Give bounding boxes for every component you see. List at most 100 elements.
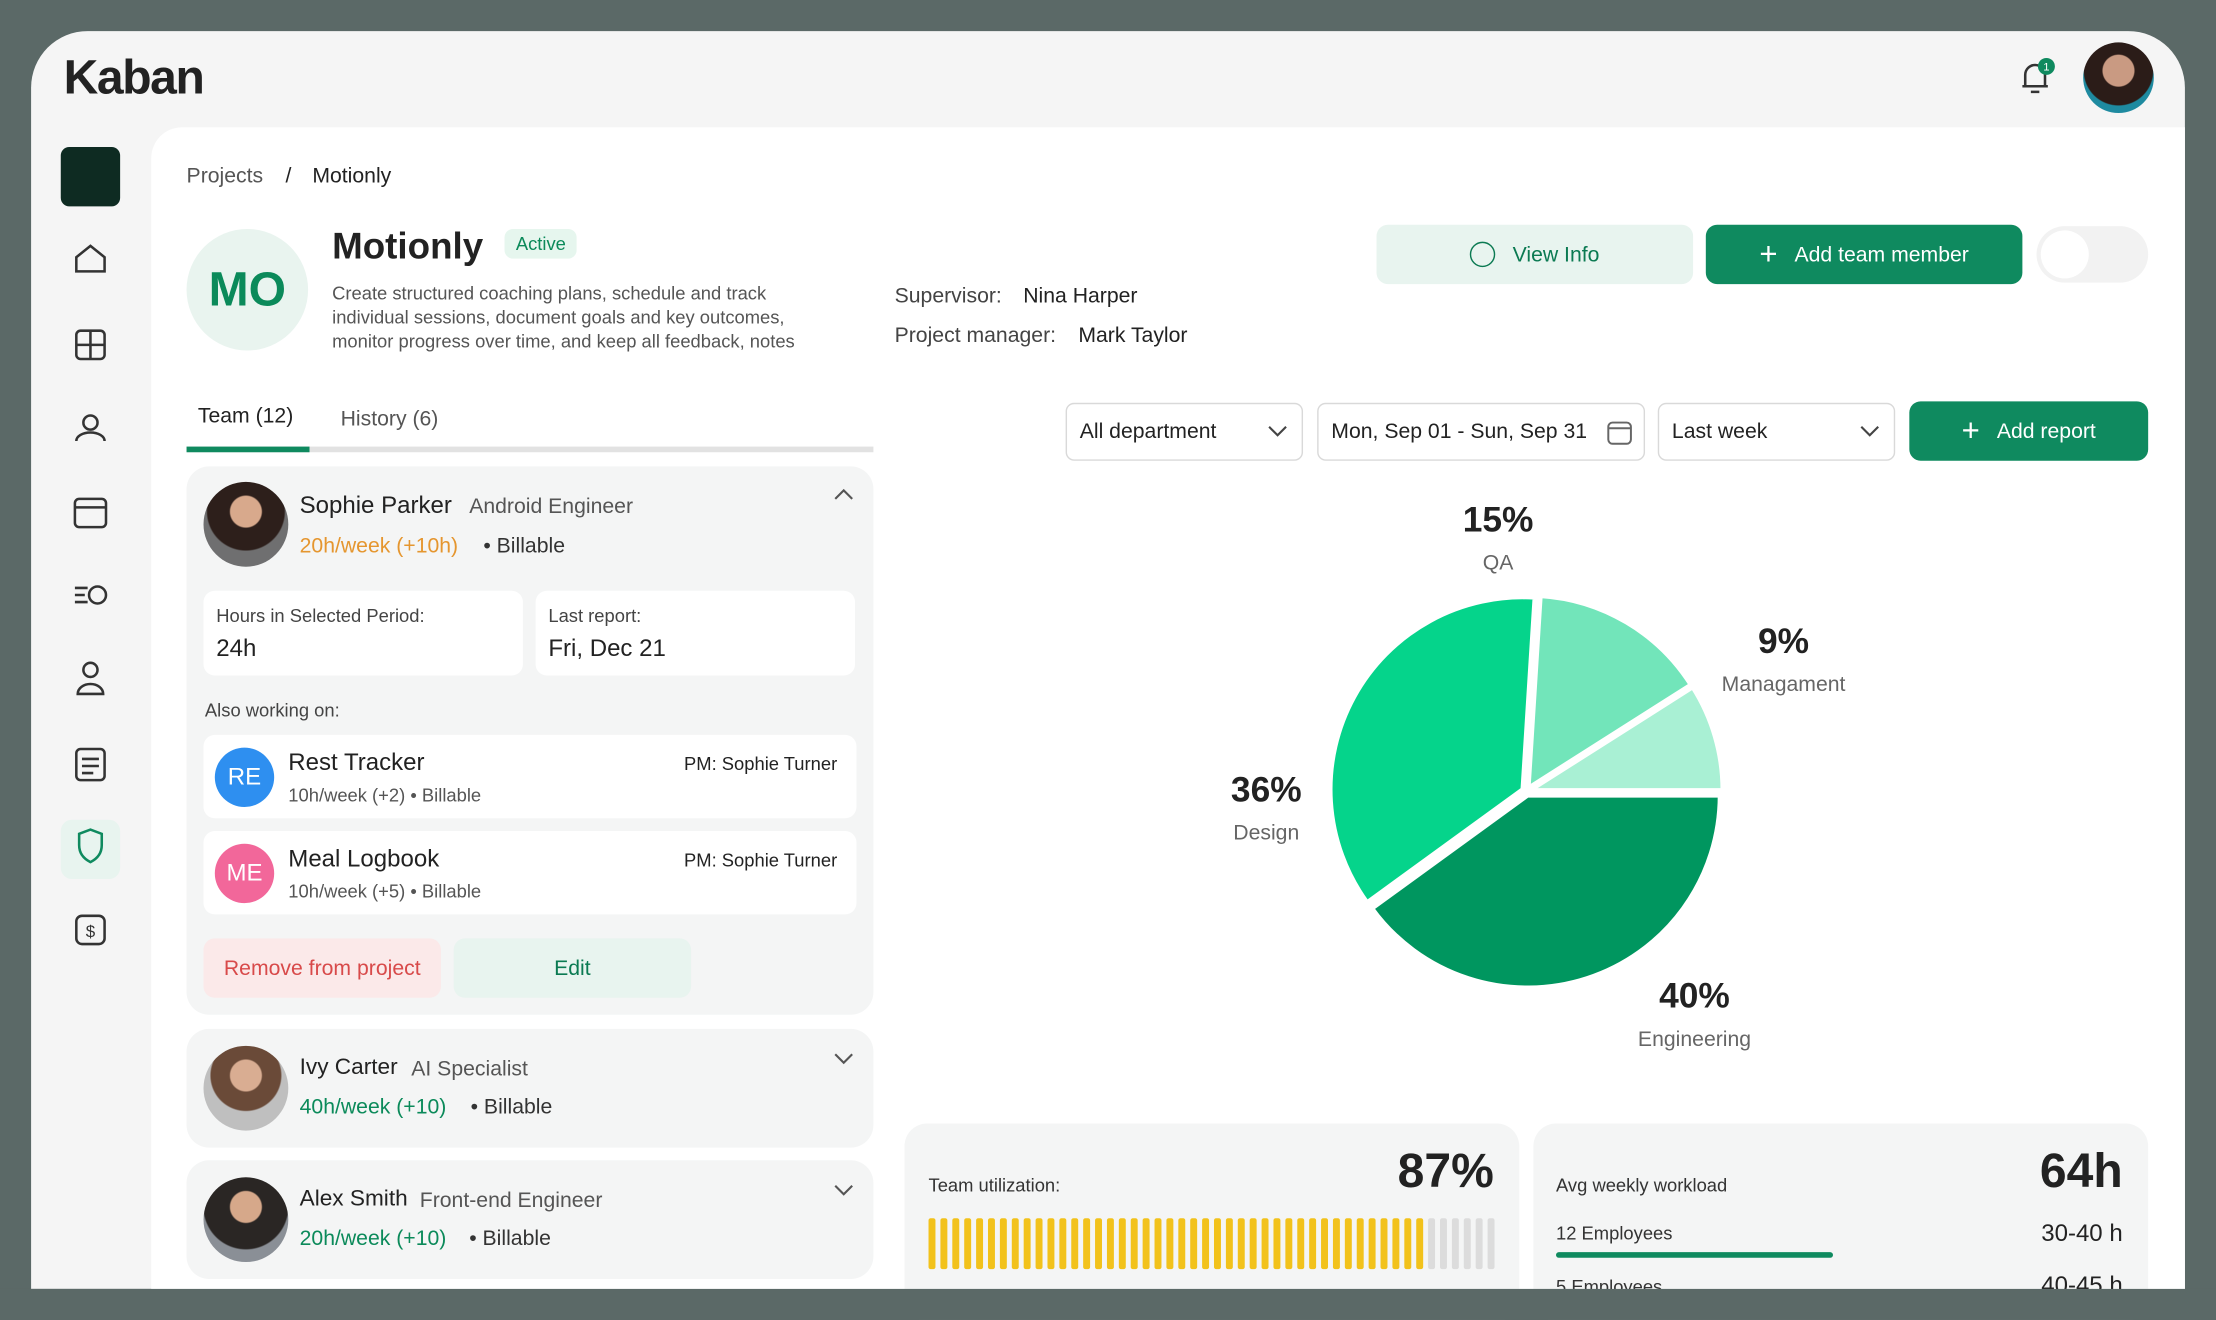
utilization-tick	[1392, 1218, 1400, 1270]
member-name: Ivy Carter	[299, 1055, 398, 1080]
member-card[interactable]	[186, 1160, 874, 1280]
slice-label: QA	[1482, 551, 1514, 576]
member-billing: • Billable	[470, 1095, 553, 1120]
date-range[interactable]: Mon, Sep 01 - Sun, Sep 31	[1317, 402, 1646, 461]
last-report-value: Fri, Dec 21	[548, 634, 666, 662]
expand-chevron[interactable]	[831, 1049, 856, 1069]
view-info-button[interactable]: View Info	[1376, 224, 1694, 285]
utilization-tick	[1047, 1218, 1055, 1270]
utilization-tick	[987, 1218, 995, 1270]
user-avatar[interactable]	[2083, 42, 2154, 114]
utilization-tick	[1428, 1218, 1436, 1270]
add-report-button[interactable]: + Add report	[1909, 401, 2149, 461]
utilization-tick	[1404, 1218, 1412, 1270]
time-icon[interactable]	[74, 586, 88, 604]
select-text: Mon, Sep 01 - Sun, Sep 31	[1331, 419, 1588, 444]
project-hours: 10h/week (+5) • Billable	[288, 880, 482, 902]
utilization-tick	[1261, 1218, 1269, 1270]
project-pm: PM: Sophie Turner	[684, 849, 838, 871]
tab-track	[186, 446, 874, 453]
utilization-tick	[952, 1218, 960, 1270]
hours-text: 10h/week (+2)	[288, 784, 406, 806]
project-initials: MO	[186, 228, 309, 351]
home-icon[interactable]	[75, 244, 106, 273]
utilization-tick	[1059, 1218, 1067, 1270]
billing-icon[interactable]	[75, 914, 106, 946]
utilization-tick	[976, 1218, 984, 1270]
workload-card	[1533, 1123, 2149, 1320]
workload-row-label: 12 Employees	[1556, 1222, 1673, 1244]
notification-count: 1	[2043, 62, 2049, 74]
project-name: Rest Tracker	[288, 749, 425, 776]
slice-value: 9%	[1757, 621, 1810, 662]
sidebar: $	[60, 244, 121, 946]
project-row[interactable]	[203, 831, 857, 915]
billing-text: Billable	[496, 534, 566, 559]
utilization-tick	[928, 1218, 936, 1270]
expand-chevron[interactable]	[831, 1180, 856, 1200]
add-member-text: Add team member	[1794, 242, 1969, 267]
view-toggle[interactable]	[2036, 226, 2149, 283]
period-select[interactable]: Last week	[1657, 402, 1896, 461]
utilization-tick	[940, 1218, 948, 1270]
utilization-tick	[1380, 1218, 1388, 1270]
utilization-tick	[1011, 1218, 1019, 1270]
chevron	[1268, 426, 1287, 437]
utilization-bars	[928, 1218, 1495, 1270]
select-text: Last week	[1671, 419, 1768, 444]
project-row[interactable]	[203, 734, 857, 819]
project-name: Meal Logbook	[288, 845, 440, 872]
utilization-fill	[928, 1218, 1495, 1270]
collapse-chevron[interactable]	[831, 485, 856, 505]
project-description: Create structured coaching plans, schedu…	[332, 282, 795, 352]
active-nav[interactable]	[60, 819, 121, 880]
tab-history[interactable]: History (6)	[340, 407, 439, 432]
breadcrumb-sep: /	[285, 163, 292, 188]
project-hours: 10h/week (+2) • Billable	[288, 784, 482, 806]
utilization-tick	[1237, 1218, 1245, 1270]
select-text: All department	[1079, 419, 1217, 444]
profile-icon[interactable]	[82, 661, 99, 679]
member-card[interactable]	[186, 1028, 874, 1148]
utilization-tick	[1118, 1218, 1126, 1270]
workload-row-range: 30-40 h	[2041, 1219, 2123, 1247]
pie-slice	[1523, 684, 1725, 793]
utilization-tick	[1463, 1218, 1471, 1270]
svg-text:$: $	[86, 922, 96, 941]
utilization-tick	[1309, 1218, 1317, 1270]
breadcrumb-current: Motionly	[312, 163, 392, 188]
remove-button[interactable]: Remove from project	[203, 938, 441, 998]
workspace-logo[interactable]	[60, 146, 121, 207]
status-badge: Active	[504, 228, 578, 259]
team-icon[interactable]	[82, 414, 99, 431]
utilization-tick	[1166, 1218, 1174, 1270]
docs-icon[interactable]	[75, 747, 106, 782]
member-billing: • Billable	[469, 1226, 551, 1251]
utilization-tick	[1273, 1218, 1281, 1270]
utilization-tick	[1130, 1218, 1138, 1270]
utilization-value: 87%	[1397, 1144, 1494, 1199]
slice-label: Design	[1233, 821, 1300, 846]
edit-button[interactable]: Edit	[453, 938, 692, 998]
breadcrumb-root[interactable]: Projects	[186, 163, 264, 188]
department-select[interactable]: All department	[1065, 402, 1304, 461]
add-member-button[interactable]: + Add team member	[1705, 224, 2023, 285]
slice-label: Managament	[1721, 672, 1846, 697]
utilization-tick	[1083, 1218, 1091, 1270]
hours-label: Hours in Selected Period:	[216, 604, 425, 627]
manager-label: Project manager:	[894, 323, 1057, 348]
utilization-tick	[1356, 1218, 1364, 1270]
calendar-icon[interactable]	[73, 497, 108, 529]
also-label: Also working on:	[204, 699, 340, 721]
utilization-tick	[1451, 1218, 1459, 1270]
billing-text: Billable	[483, 1095, 553, 1120]
tab-team[interactable]: Team (12)	[197, 404, 294, 429]
utilization-tick	[1142, 1218, 1150, 1270]
bell[interactable]: 1	[2015, 57, 2057, 99]
utilization-tick	[1202, 1218, 1210, 1270]
manager: Mark Taylor	[1078, 323, 1188, 348]
utilization-tick	[1344, 1218, 1352, 1270]
view-info-text: View Info	[1512, 242, 1600, 267]
utilization-tick	[1154, 1218, 1162, 1270]
calendar-icon	[1607, 421, 1632, 445]
